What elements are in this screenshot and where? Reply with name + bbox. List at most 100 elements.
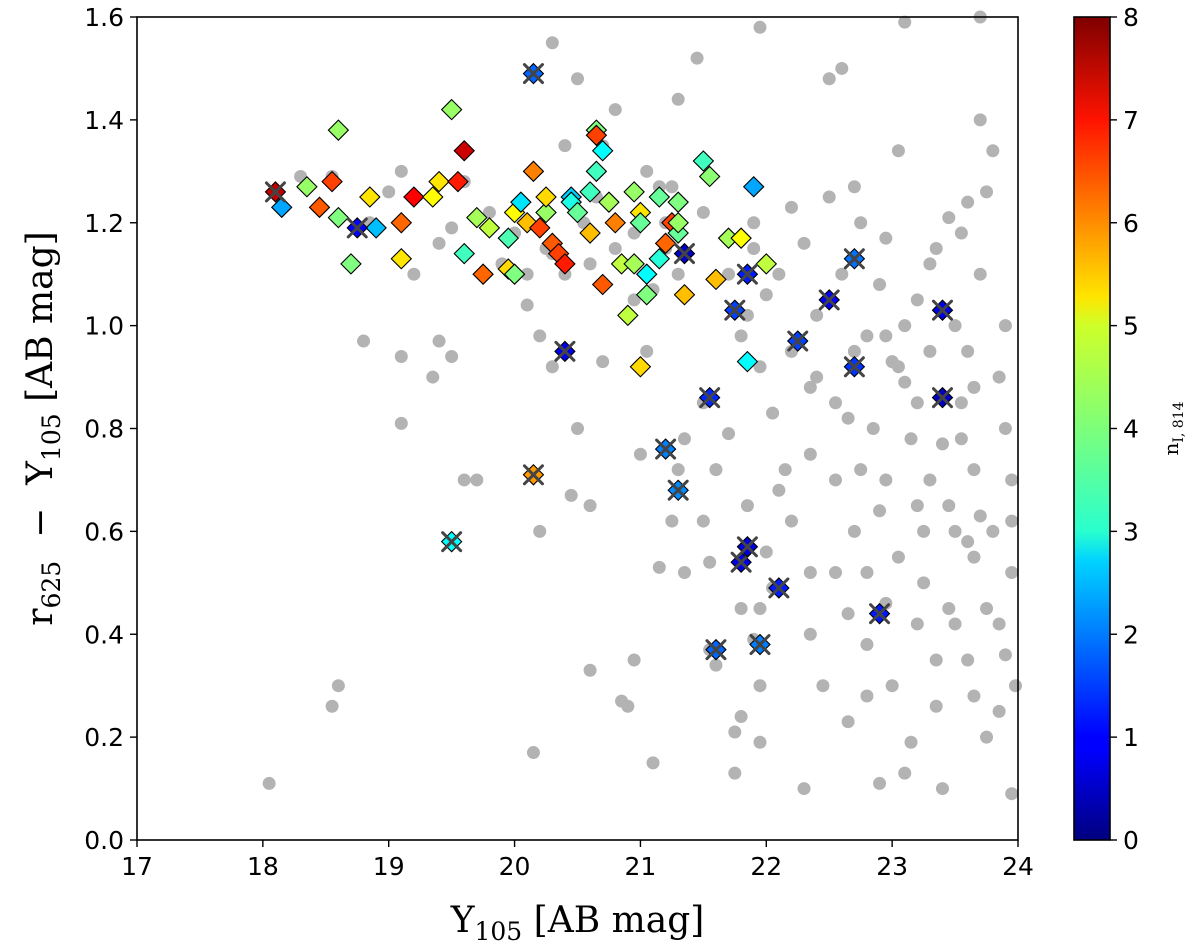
crossed-point (705, 638, 727, 661)
diamond-point (635, 283, 658, 306)
background-point (998, 648, 1012, 662)
diamond-point (390, 211, 413, 234)
background-point (948, 524, 962, 538)
diamond-markers (270, 98, 778, 378)
x-axis-label: Y105 [AB mag] (450, 900, 705, 946)
cross-stroke (724, 299, 746, 321)
background-point (677, 566, 691, 580)
background-point (1008, 679, 1022, 693)
background-point (766, 406, 780, 420)
background-point (382, 185, 396, 199)
colorbar-tick-label: 1 (1123, 723, 1139, 752)
background-point (545, 360, 559, 374)
background-point (967, 380, 981, 394)
diamond-point (629, 355, 652, 378)
crossed-point (931, 299, 954, 321)
x-axis: 17 18 19 20 21 22 23 24 (121, 840, 1034, 881)
background-point (973, 509, 987, 523)
crossed-point (786, 330, 809, 352)
cross-stroke (264, 181, 286, 203)
background-point (923, 473, 937, 487)
diamond-point (629, 211, 652, 234)
background-point (841, 715, 855, 729)
background-point (980, 185, 994, 199)
colorbar-tick-label: 0 (1123, 826, 1139, 855)
crossed-point (346, 217, 369, 239)
background-point (803, 627, 817, 641)
diamond-point (648, 186, 671, 208)
diamond-point (403, 186, 425, 208)
diamond-point (667, 211, 689, 234)
cross-stroke (699, 387, 721, 409)
diamond-point (528, 217, 551, 239)
background-point (810, 308, 824, 322)
diamond-point (705, 268, 727, 291)
diamond-point (453, 242, 476, 265)
background-point (753, 602, 767, 616)
background-point (841, 607, 855, 621)
cross-stroke (749, 634, 771, 656)
background-point (992, 370, 1006, 384)
background-point (992, 704, 1006, 718)
background-point (545, 36, 559, 50)
diamond-point (692, 150, 715, 172)
crossed-point (768, 577, 790, 599)
colorbar-tick-label: 7 (1123, 106, 1139, 135)
background-point (671, 463, 685, 477)
background-point (841, 411, 855, 425)
background-point (873, 504, 887, 518)
y-tick-label: 0.2 (84, 723, 124, 752)
background-point (558, 139, 572, 153)
background-point (910, 293, 924, 307)
cross-stroke (655, 438, 677, 460)
background-point (533, 329, 547, 343)
cross-stroke (705, 639, 727, 661)
background-point (571, 422, 584, 435)
background-point (1005, 566, 1019, 580)
background-point (709, 658, 723, 672)
crossed-point (522, 62, 545, 85)
diamond-point (604, 211, 627, 234)
background-point (980, 602, 994, 616)
diamond-point (585, 124, 608, 147)
y-tick-label: 1.2 (84, 209, 124, 238)
x-tick-label: 20 (499, 852, 531, 881)
background-point (740, 499, 754, 513)
cross-stroke (736, 263, 758, 285)
background-point (753, 20, 767, 34)
background-point (898, 375, 912, 389)
diamond-point (453, 139, 476, 162)
background-point (325, 699, 339, 713)
cross-stroke (673, 243, 695, 265)
background-point (759, 545, 773, 559)
crossed-point (673, 242, 696, 265)
diamond-point (598, 191, 620, 213)
background-point (470, 473, 484, 487)
background-point (533, 524, 547, 538)
background-point (998, 319, 1012, 333)
background-point (709, 463, 723, 477)
colorbar-gradient (1073, 16, 1111, 841)
background-point (728, 725, 742, 739)
background-point (665, 514, 679, 528)
background-point (829, 566, 843, 580)
diamond-point (535, 201, 557, 224)
background-point (753, 360, 767, 374)
x-tick-label: 23 (876, 852, 908, 881)
background-point (847, 344, 861, 358)
plot-area (136, 10, 1022, 841)
background-point (394, 164, 408, 178)
diamond-point (472, 263, 494, 285)
diamond-point (591, 273, 614, 296)
background-point (891, 144, 905, 158)
diamond-point (510, 191, 532, 213)
background-point (1005, 473, 1019, 487)
crossed-point (736, 536, 759, 558)
background-point (923, 257, 937, 271)
diamond-point (308, 196, 331, 219)
diamond-point (623, 253, 645, 275)
diamond-point (497, 227, 520, 249)
crossed-point (440, 530, 463, 553)
y-tick-label: 0.0 (84, 826, 124, 855)
diamond-point (503, 263, 526, 285)
